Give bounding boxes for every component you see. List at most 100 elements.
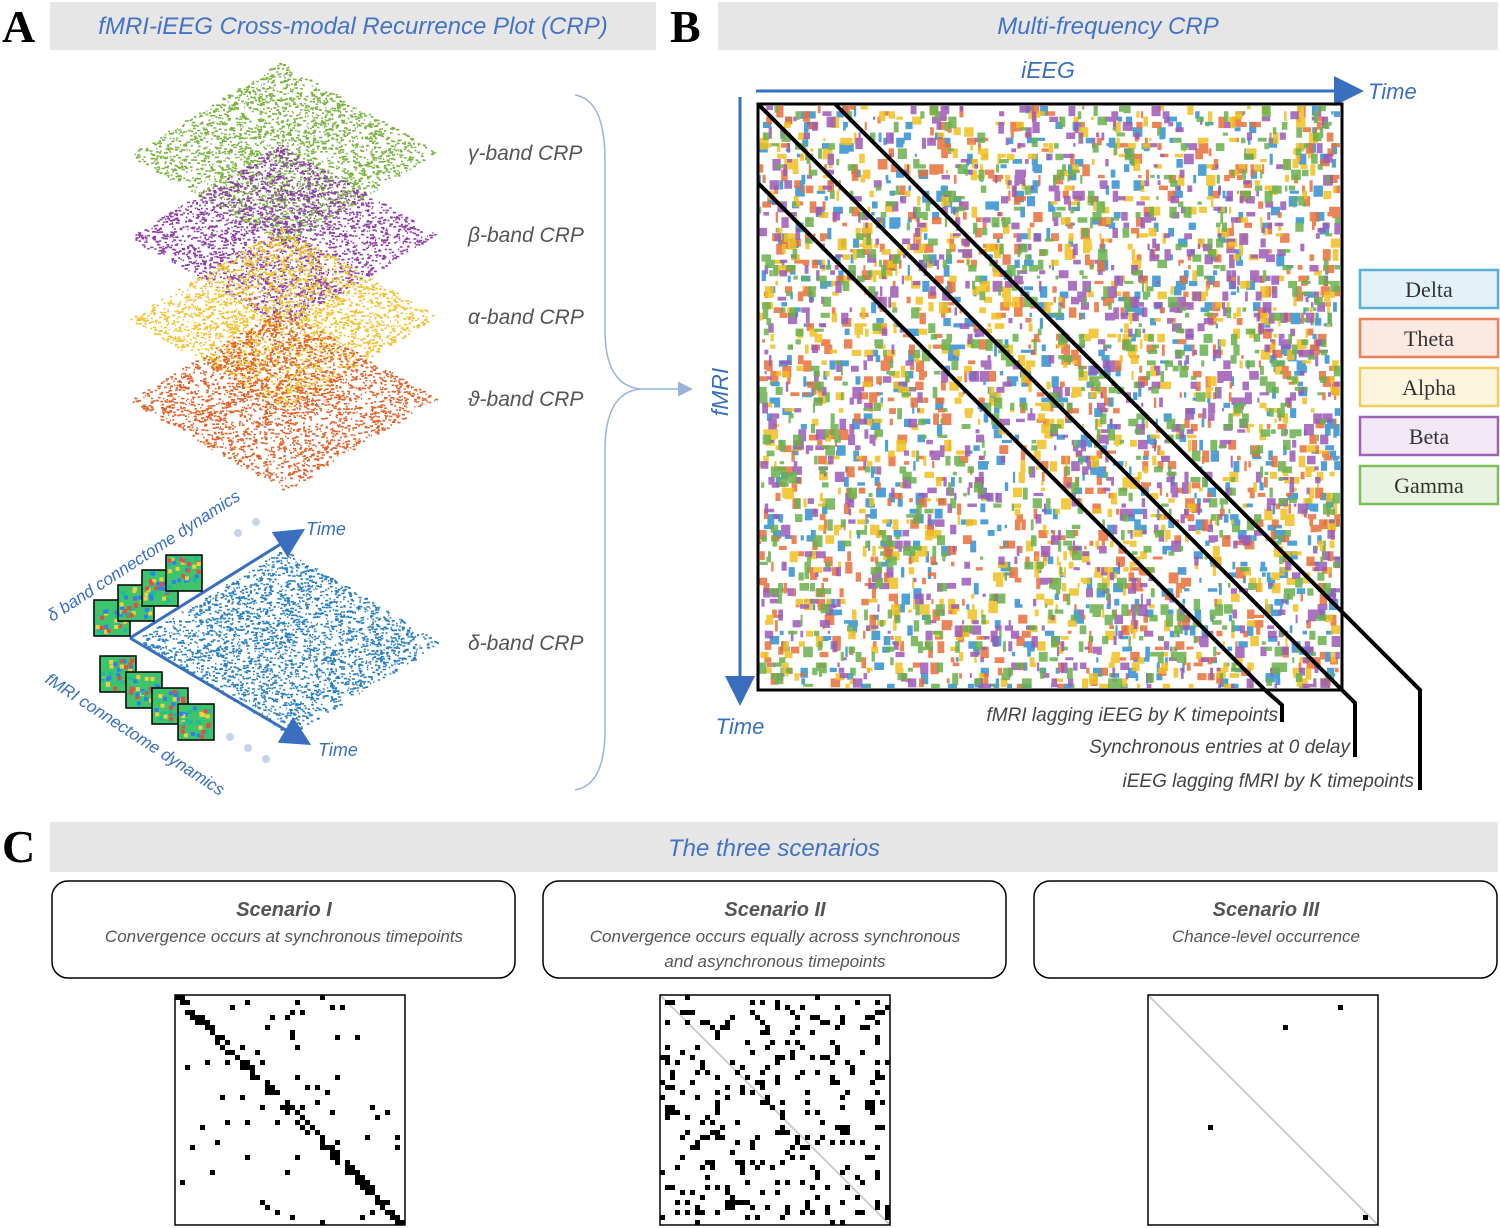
thumb-cell	[121, 611, 126, 616]
thumb-cell	[159, 577, 164, 582]
thumb-cell	[100, 626, 105, 631]
legend-label: Beta	[1409, 424, 1450, 449]
axis-label: Time	[716, 714, 765, 739]
thumb-cell	[185, 576, 190, 581]
time-label: Time	[306, 519, 346, 539]
panel-letter: C	[2, 821, 35, 872]
panel-title: fMRI-iEEG Cross-modal Recurrence Plot (C…	[98, 13, 607, 40]
thumb-cell	[148, 578, 153, 583]
thumb-cell	[166, 598, 171, 603]
recurrence-cells	[175, 995, 405, 1225]
thumb-cell	[120, 606, 125, 611]
axis-label: fMRI	[707, 367, 733, 416]
legend: Delta Theta Alpha Beta Gamma	[1358, 268, 1500, 506]
scenario-box	[1033, 880, 1498, 979]
annotation: fMRI lagging iEEG by K timepoints	[987, 705, 1279, 726]
legend-box	[1358, 415, 1500, 457]
thumb-cell	[135, 687, 140, 692]
thumb-cell	[119, 602, 124, 607]
thumb-cell	[106, 628, 111, 633]
legend-label: Alpha	[1402, 375, 1456, 400]
thumb-cell	[104, 629, 109, 634]
thumb-cell	[104, 624, 109, 629]
band-label: β-band CRP	[467, 224, 584, 247]
thumb-cell	[126, 606, 131, 611]
scenario-description: Chance-level occurrence	[1172, 927, 1360, 946]
thumb-cell	[149, 571, 154, 576]
thumb-cell	[172, 690, 177, 695]
thumb-cell	[150, 676, 155, 681]
dot	[234, 529, 242, 537]
thumb-cell	[201, 713, 206, 718]
thumb-cell	[177, 578, 182, 583]
thumb-cell	[200, 734, 205, 739]
crp-dots	[137, 552, 439, 736]
annotation: iEEG lagging fMRI by K timepoints	[1123, 771, 1415, 792]
crp-layer	[130, 227, 435, 408]
thumb-cell	[132, 586, 137, 591]
thumb-cell	[172, 560, 177, 565]
thumb-cell	[123, 628, 128, 633]
thumb-cell	[185, 558, 190, 563]
crp-dots	[134, 62, 437, 246]
thumb-cell	[133, 596, 138, 601]
thumb-cell	[184, 578, 189, 583]
scenario-name: Scenario I	[236, 899, 332, 921]
thumb-cell	[181, 558, 186, 563]
thumb-cell	[97, 629, 102, 634]
dot	[226, 733, 234, 741]
thumbnail	[177, 703, 215, 741]
thumb-cell	[181, 574, 186, 579]
thumb-cell	[114, 610, 119, 615]
thumb-cell	[155, 712, 160, 717]
thumb-cell	[151, 579, 156, 584]
thumb-cell	[144, 607, 149, 612]
crp-layer	[137, 552, 439, 736]
thumb-cell	[136, 675, 141, 680]
scenario-description: Convergence occurs at synchronous timepo…	[105, 927, 464, 946]
axis-label: iEEG	[1021, 57, 1075, 83]
thumb-cell	[135, 695, 140, 700]
thumb-cell	[183, 733, 188, 738]
thumb-cell	[181, 698, 186, 703]
thumb-cell	[130, 606, 135, 611]
thumb-cell	[163, 714, 168, 719]
thumb-cell	[108, 671, 113, 676]
thumb-cell	[168, 709, 173, 714]
legend-box	[1358, 464, 1500, 506]
thumb-cell	[204, 730, 209, 735]
thumb-cell	[113, 686, 118, 691]
thumb-cell	[207, 709, 212, 714]
plot-frame	[1147, 994, 1379, 1226]
thumb-cell	[179, 711, 184, 716]
crp-dots	[132, 310, 439, 491]
thumb-cell	[149, 698, 154, 703]
thumb-cell	[185, 718, 190, 723]
thumb-cell	[196, 561, 201, 566]
recurrence-cells	[660, 995, 890, 1225]
thumb-cell	[168, 691, 173, 696]
diagonal	[1147, 994, 1379, 1226]
thumb-cell	[181, 724, 186, 729]
time-arrow	[129, 528, 306, 640]
scenario-plot	[174, 994, 406, 1226]
thumb-cell	[157, 586, 162, 591]
time-arrow	[129, 636, 312, 746]
thumb-cell	[122, 609, 127, 614]
thumb-cell	[172, 697, 177, 702]
thumb-cell	[167, 561, 172, 566]
thumb-cell	[128, 675, 133, 680]
thumb-cell	[129, 613, 134, 618]
thumb-cell	[199, 711, 204, 716]
plot-frame	[174, 994, 406, 1226]
thumb-cell	[162, 582, 167, 587]
thumb-cell	[159, 582, 164, 587]
axis-label: Time	[1368, 79, 1417, 104]
thumb-cell	[119, 679, 124, 684]
band-label: ϑ-band CRP	[468, 388, 583, 411]
thumb-cell	[154, 707, 159, 712]
thumb-cell	[143, 614, 148, 619]
thumb-cell	[128, 662, 133, 667]
thumb-cell	[162, 711, 167, 716]
thumb-cell	[155, 684, 160, 689]
